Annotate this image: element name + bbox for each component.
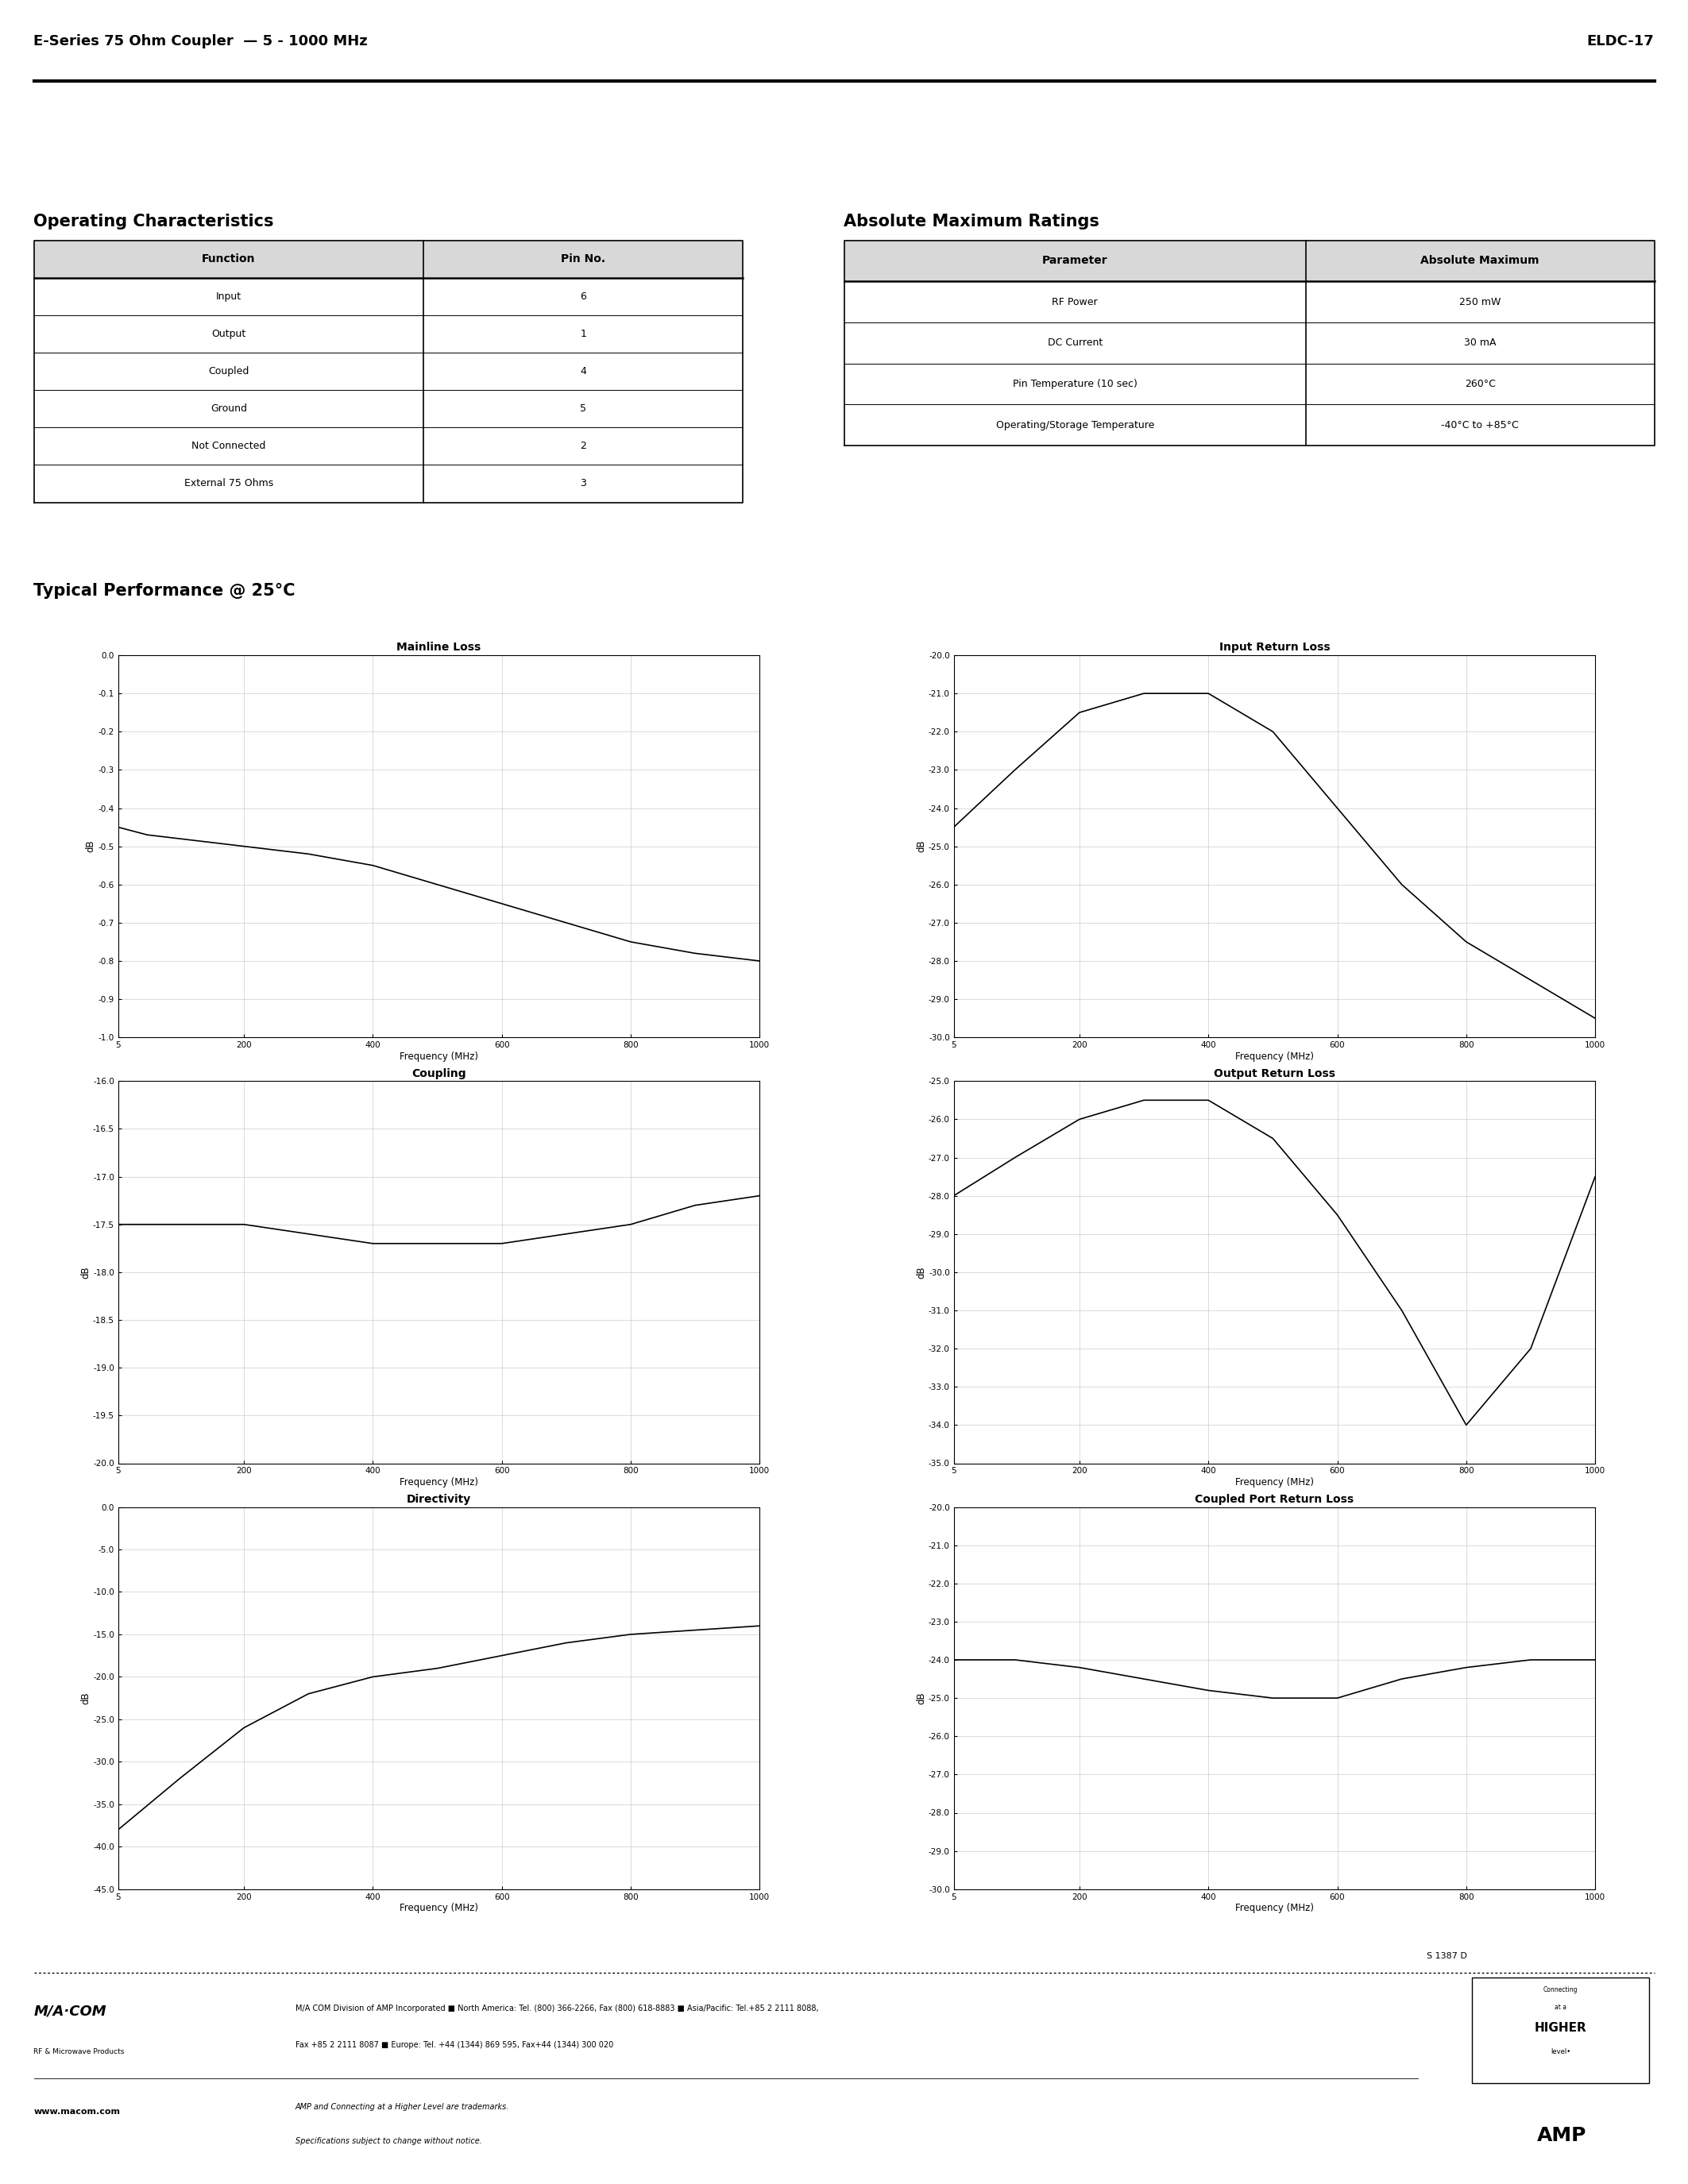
- Bar: [34, 240, 743, 277]
- Text: Function: Function: [203, 253, 255, 264]
- Text: -40°C to +85°C: -40°C to +85°C: [1442, 419, 1519, 430]
- Text: Coupled: Coupled: [208, 367, 250, 376]
- Text: AMP: AMP: [1536, 2127, 1587, 2145]
- Title: Directivity: Directivity: [407, 1494, 471, 1505]
- Bar: [1472, 1977, 1649, 2084]
- X-axis label: Frequency (MHz): Frequency (MHz): [400, 1902, 478, 1913]
- Y-axis label: dB: dB: [86, 841, 96, 852]
- Title: Mainline Loss: Mainline Loss: [397, 642, 481, 653]
- Text: 6: 6: [581, 290, 586, 301]
- Y-axis label: dB: dB: [917, 1267, 927, 1278]
- Y-axis label: dB: dB: [81, 1267, 91, 1278]
- Text: ELDC-17: ELDC-17: [1587, 35, 1654, 48]
- Text: 250 mW: 250 mW: [1458, 297, 1501, 308]
- Text: 1: 1: [581, 328, 586, 339]
- Text: RF Power: RF Power: [1052, 297, 1097, 308]
- Text: Not Connected: Not Connected: [192, 441, 265, 452]
- Text: 4: 4: [581, 367, 586, 376]
- Text: External 75 Ohms: External 75 Ohms: [184, 478, 273, 489]
- Text: Absolute Maximum Ratings: Absolute Maximum Ratings: [844, 214, 1099, 229]
- X-axis label: Frequency (MHz): Frequency (MHz): [400, 1051, 478, 1061]
- Text: Specifications subject to change without notice.: Specifications subject to change without…: [295, 2136, 483, 2145]
- Text: Absolute Maximum: Absolute Maximum: [1421, 256, 1539, 266]
- Text: HIGHER: HIGHER: [1534, 2022, 1587, 2033]
- Text: Fax +85 2 2111 8087 ■ Europe: Tel. +44 (1344) 869 595, Fax+44 (1344) 300 020: Fax +85 2 2111 8087 ■ Europe: Tel. +44 (…: [295, 2040, 613, 2049]
- X-axis label: Frequency (MHz): Frequency (MHz): [400, 1476, 478, 1487]
- X-axis label: Frequency (MHz): Frequency (MHz): [1236, 1051, 1313, 1061]
- Text: Parameter: Parameter: [1041, 256, 1107, 266]
- Text: 2: 2: [581, 441, 586, 452]
- Text: www.macom.com: www.macom.com: [34, 2108, 120, 2116]
- Text: Output: Output: [211, 328, 246, 339]
- Text: 260°C: 260°C: [1465, 378, 1496, 389]
- Text: Operating Characteristics: Operating Characteristics: [34, 214, 273, 229]
- Text: Pin Temperature (10 sec): Pin Temperature (10 sec): [1013, 378, 1138, 389]
- Text: Connecting: Connecting: [1543, 1987, 1578, 1994]
- Title: Input Return Loss: Input Return Loss: [1219, 642, 1330, 653]
- Text: RF & Microwave Products: RF & Microwave Products: [34, 2049, 125, 2055]
- Text: level•: level•: [1551, 2049, 1570, 2055]
- Y-axis label: dB: dB: [917, 841, 927, 852]
- Text: Input: Input: [216, 290, 241, 301]
- Text: E-Series 75 Ohm Coupler  — 5 - 1000 MHz: E-Series 75 Ohm Coupler — 5 - 1000 MHz: [34, 35, 368, 48]
- Text: M/A·COM: M/A·COM: [34, 2005, 106, 2018]
- Title: Output Return Loss: Output Return Loss: [1214, 1068, 1335, 1079]
- Text: Typical Performance @ 25°C: Typical Performance @ 25°C: [34, 583, 295, 598]
- X-axis label: Frequency (MHz): Frequency (MHz): [1236, 1476, 1313, 1487]
- Y-axis label: dB: dB: [81, 1693, 91, 1704]
- Text: 30 mA: 30 mA: [1463, 339, 1496, 347]
- Text: AMP and Connecting at a Higher Level are trademarks.: AMP and Connecting at a Higher Level are…: [295, 2103, 510, 2112]
- Title: Coupling: Coupling: [412, 1068, 466, 1079]
- Text: Operating/Storage Temperature: Operating/Storage Temperature: [996, 419, 1155, 430]
- Text: Pin No.: Pin No.: [560, 253, 606, 264]
- X-axis label: Frequency (MHz): Frequency (MHz): [1236, 1902, 1313, 1913]
- Text: DC Current: DC Current: [1048, 339, 1102, 347]
- Text: at a: at a: [1555, 2003, 1566, 2011]
- Text: Ground: Ground: [211, 404, 246, 415]
- Title: Coupled Port Return Loss: Coupled Port Return Loss: [1195, 1494, 1354, 1505]
- Text: S 1387 D: S 1387 D: [1426, 1952, 1467, 1959]
- Text: 3: 3: [581, 478, 586, 489]
- Bar: [844, 240, 1654, 282]
- Text: 5: 5: [581, 404, 586, 415]
- Text: M/A COM Division of AMP Incorporated ■ North America: Tel. (800) 366-2266, Fax (: M/A COM Division of AMP Incorporated ■ N…: [295, 2005, 819, 2014]
- Y-axis label: dB: dB: [917, 1693, 927, 1704]
